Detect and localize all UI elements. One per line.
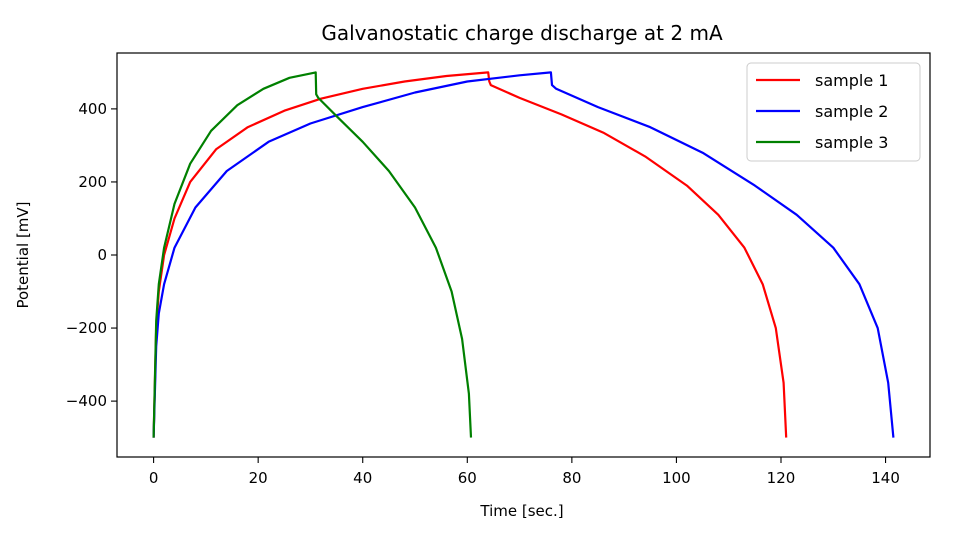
chart-title: Galvanostatic charge discharge at 2 mA bbox=[321, 21, 723, 45]
x-tick-label: 80 bbox=[562, 469, 581, 487]
x-tick-label: 20 bbox=[249, 469, 268, 487]
y-tick-label: 400 bbox=[78, 100, 107, 118]
series-line-1 bbox=[152, 71, 788, 438]
x-tick-label: 60 bbox=[458, 469, 477, 487]
y-tick-label: 0 bbox=[97, 246, 107, 264]
y-tick-label: 200 bbox=[78, 173, 107, 191]
x-tick-label: 100 bbox=[662, 469, 691, 487]
x-tick-label: 40 bbox=[353, 469, 372, 487]
x-axis: 0 20 40 60 80 100 120 140 bbox=[149, 457, 900, 487]
x-axis-label: Time [sec.] bbox=[479, 502, 563, 520]
legend-label-1: sample 1 bbox=[815, 71, 888, 90]
y-axis: −400 −200 0 200 400 bbox=[66, 100, 117, 410]
x-tick-label: 120 bbox=[767, 469, 796, 487]
legend-label-2: sample 2 bbox=[815, 102, 888, 121]
series-line-2 bbox=[152, 71, 895, 438]
legend: sample 1 sample 2 sample 3 bbox=[746, 62, 921, 162]
plot-area bbox=[152, 71, 895, 438]
legend-label-3: sample 3 bbox=[815, 133, 888, 152]
legend-box bbox=[746, 62, 921, 162]
x-tick-label: 0 bbox=[149, 469, 159, 487]
x-tick-label: 140 bbox=[871, 469, 900, 487]
y-tick-label: −200 bbox=[66, 319, 107, 337]
y-axis-label: Potential [mV] bbox=[14, 201, 32, 308]
series-line-3 bbox=[152, 71, 473, 438]
y-tick-label: −400 bbox=[66, 392, 107, 410]
